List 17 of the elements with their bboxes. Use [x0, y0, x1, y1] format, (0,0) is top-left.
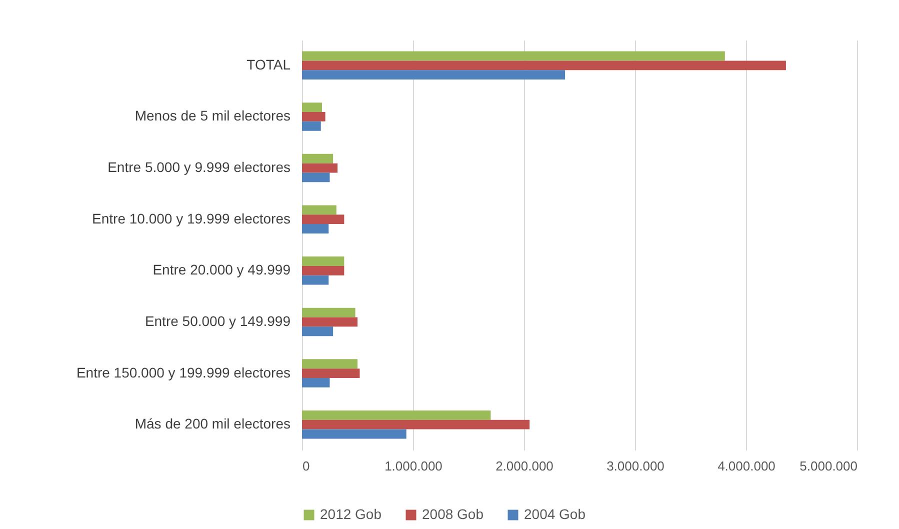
x-tick-label: 4.000.000 — [718, 458, 776, 474]
y-tick-label: Entre 50.000 y 149.999 — [144, 312, 291, 329]
y-tick-label: Más de 200 mil electores — [134, 416, 290, 432]
x-tick-label: 3.000.000 — [606, 458, 664, 474]
y-tick-label: Entre 150.000 y 199.999 electores — [76, 364, 290, 380]
y-tick-label: TOTAL — [246, 56, 291, 72]
x-tick-label: 1.000.000 — [384, 458, 442, 474]
y-tick-label: Entre 5.000 y 9.999 electores — [108, 159, 290, 176]
x-tick-label: 2.000.000 — [496, 458, 554, 474]
legend-label: 2008 Gob — [422, 506, 484, 522]
x-tick-label: 0 — [302, 458, 310, 474]
x-tick-label: 5.000.000 — [800, 458, 858, 474]
y-tick-label: Entre 20.000 y 49.999 — [152, 262, 291, 278]
legend-label: 2004 Gob — [524, 506, 586, 522]
y-tick-label: Menos de 5 mil electores — [134, 108, 290, 124]
legend-label: 2012 Gob — [320, 506, 382, 522]
y-tick-label: Entre 10.000 y 19.999 electores — [92, 210, 290, 226]
